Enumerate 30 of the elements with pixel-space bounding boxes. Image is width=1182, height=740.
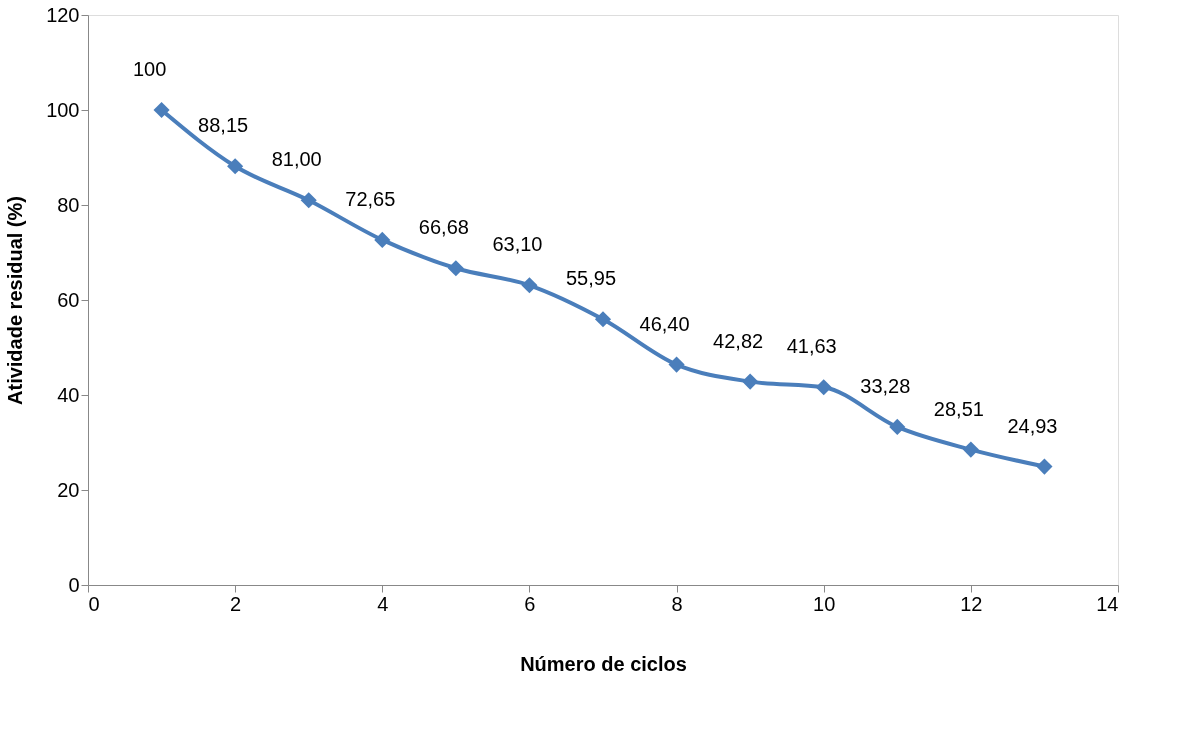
x-axis-title: Número de ciclos (520, 652, 687, 675)
y-tick-label: 60 (57, 288, 80, 311)
x-tick-label: 6 (524, 592, 536, 615)
x-tick-label: 14 (1096, 592, 1119, 615)
data-label: 66,68 (418, 216, 469, 239)
data-label: 41,63 (786, 335, 837, 358)
x-tick-label: 4 (377, 592, 389, 615)
data-label: 81,00 (271, 148, 322, 171)
x-tick-label: 8 (671, 592, 683, 615)
data-label: 46,40 (639, 312, 690, 335)
data-label: 63,10 (492, 233, 543, 256)
y-axis-title: Atividade residual (%) (4, 196, 27, 405)
data-label: 33,28 (860, 374, 911, 397)
y-tick-label: 20 (57, 478, 80, 501)
y-tick-label: 40 (57, 383, 80, 406)
y-tick-label: 0 (68, 573, 80, 596)
data-label: 55,95 (565, 267, 617, 290)
x-tick-label: 2 (230, 592, 242, 615)
x-tick-label: 10 (813, 592, 836, 615)
y-tick-label: 120 (46, 3, 80, 26)
data-label: 28,51 (933, 397, 984, 420)
data-label: 72,65 (345, 187, 396, 210)
data-label: 88,15 (198, 114, 249, 137)
y-tick-label: 80 (57, 193, 80, 216)
data-label: 100 (132, 58, 167, 80)
x-tick-label: 0 (88, 592, 100, 615)
data-label: 42,82 (713, 329, 764, 352)
y-tick-label: 100 (46, 98, 80, 121)
x-tick-label: 12 (960, 592, 983, 615)
data-label: 24,93 (1007, 414, 1058, 437)
